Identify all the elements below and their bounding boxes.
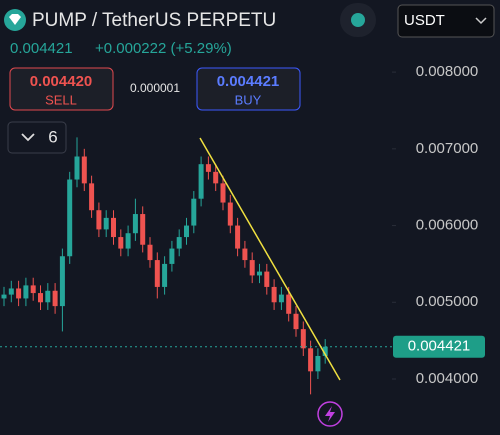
candle-body — [52, 290, 58, 307]
candle-body — [213, 171, 219, 184]
candle-body — [118, 237, 124, 249]
price: 0.004421 — [10, 40, 73, 57]
candle-body — [16, 288, 22, 299]
candle-body — [184, 225, 189, 238]
candle-body — [30, 285, 36, 294]
candle-body — [125, 233, 131, 249]
candle-body — [227, 202, 233, 226]
candle-body — [220, 183, 226, 203]
symbol-title[interactable]: PUMP / TetherUS PERPETU — [32, 10, 276, 31]
trend-line — [199, 137, 341, 381]
buy-button[interactable] — [196, 67, 301, 111]
y-tick-label: 0.006000 — [416, 217, 479, 234]
chevron — [21, 133, 35, 142]
candle-body — [300, 329, 306, 349]
candle-body — [176, 237, 182, 249]
candle-body — [235, 225, 241, 249]
candle-body — [38, 293, 43, 303]
candle-body — [8, 288, 14, 295]
candle-body — [162, 263, 168, 287]
sell-label: SELL — [45, 92, 77, 107]
candle-body — [96, 210, 102, 230]
status-dot — [351, 13, 365, 27]
candle-body — [286, 294, 292, 314]
last-price-label: 0.004421 — [408, 338, 471, 355]
candle-body — [111, 217, 116, 238]
candle-body — [154, 260, 160, 287]
candle-body — [278, 294, 284, 303]
candle-body — [293, 313, 299, 330]
candle-body — [140, 214, 146, 245]
dropdown-arrow — [475, 17, 487, 25]
candle-body — [315, 355, 321, 372]
sell-button[interactable] — [9, 67, 114, 111]
candle-body — [67, 179, 73, 257]
candle-body — [132, 214, 138, 234]
candle-body — [59, 256, 65, 307]
candle-body — [264, 271, 270, 287]
flash-icon — [325, 406, 335, 422]
candle-body — [308, 348, 314, 372]
y-tick-label: 0.007000 — [416, 140, 479, 157]
candle-body — [242, 248, 248, 261]
candle-body — [191, 198, 197, 226]
candle-body — [205, 164, 211, 172]
currency-select[interactable] — [397, 4, 495, 38]
buy-price: 0.004421 — [217, 73, 280, 90]
y-tick-label: 0.004000 — [416, 370, 479, 387]
interval-count: 6 — [48, 127, 57, 146]
y-tick-label: 0.005000 — [416, 293, 479, 310]
y-tick-label: 0.008000 — [416, 63, 479, 80]
spread: 0.000001 — [130, 81, 180, 95]
sell-price: 0.004420 — [30, 73, 93, 90]
candle-body — [81, 156, 87, 184]
candle-body — [89, 183, 95, 211]
last-price-box — [393, 335, 485, 358]
buy-label: BUY — [235, 92, 262, 107]
plot: 0.008000 0.007000 0.006000 0.005000 0.004000… — [0, 63, 485, 395]
candle-body — [74, 156, 80, 180]
price-change: +0.000222 (+5.29%) — [95, 40, 232, 57]
candle-body — [147, 244, 153, 261]
interval-toggle[interactable] — [7, 121, 67, 154]
candle-body — [322, 346, 328, 356]
symbol-icon-glyph — [9, 14, 21, 25]
candle-body — [257, 271, 262, 276]
candle-body — [103, 217, 109, 230]
currency-label: USDT — [404, 12, 445, 29]
candle-body — [23, 285, 29, 299]
candle-body — [169, 248, 175, 264]
candle-body — [271, 286, 277, 303]
candle-body — [1, 294, 7, 299]
candle-body — [198, 164, 204, 199]
candle-body — [45, 290, 51, 303]
candle-body — [249, 260, 255, 276]
